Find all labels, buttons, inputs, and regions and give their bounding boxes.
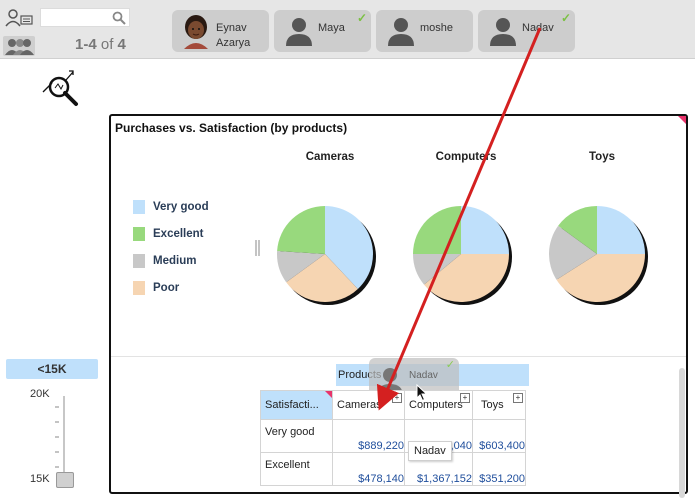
user-chip-eynav[interactable]: Eynav Azarya [172,10,269,52]
column-header-computers[interactable]: Computers + [404,390,473,420]
pager-of: of [100,36,114,53]
legend-item[interactable]: Poor [133,281,179,295]
vertical-scrollbar[interactable] [679,368,685,498]
user-last-name: Azarya [216,37,251,49]
section-divider [111,356,686,357]
checkmark-icon: ✓ [445,359,455,371]
table-cell[interactable]: $603,400 [472,419,526,453]
user-chip-maya[interactable]: Maya ✓ [274,10,371,52]
pie-slice-very-good[interactable] [325,206,373,289]
panel-corner-marker [678,116,686,124]
user-name: Maya [318,22,345,34]
pie-slice-poor[interactable] [286,254,358,302]
slider-top-label: 20K [30,388,50,400]
avatar-photo-icon [184,15,208,49]
pie-slice-very-good[interactable] [597,206,645,254]
checkmark-icon: ✓ [356,11,367,25]
slider-bottom-label: 15K [30,473,50,485]
legend-label: Poor [153,282,180,295]
pie-title-computers: Computers [435,151,497,163]
group-users-icon[interactable] [3,36,35,56]
dragged-user-name: Nadav [409,370,438,381]
column-header-cameras[interactable]: Cameras + [332,390,405,420]
pie-slice-very-good[interactable] [461,206,509,254]
user-list-icon[interactable] [4,8,34,28]
expand-icon[interactable]: + [460,393,470,403]
drag-tooltip: Nadav [408,441,452,461]
legend-swatch [133,254,145,268]
pie-slice-medium[interactable] [549,225,597,280]
column-header-label: Toys [481,399,504,411]
pager-count: 1-4 of 4 [75,36,126,53]
legend-item[interactable]: Very good [133,200,209,214]
pie-title-cameras: Cameras [305,151,355,163]
row-axis-label: Satisfacti... [265,399,319,411]
user-first-name: Eynav [216,22,247,34]
pie-slice-excellent[interactable] [277,206,325,254]
users-toolbar: 1-4 of 4 Eynav Azarya Maya ✓ moshe Nadav [0,0,695,59]
mouse-pointer-icon [416,384,428,402]
row-label: Very good [265,426,315,438]
legend-item[interactable]: Medium [133,254,196,268]
row-label-cell[interactable]: Very good [260,419,333,453]
user-chip-nadav[interactable]: Nadav ✓ [478,10,575,52]
slider-ticks [55,406,59,468]
pie-slice-excellent[interactable] [558,206,597,254]
pager-range: 1-4 [75,36,97,53]
legend-swatch [133,227,145,241]
chart-panel: Purchases vs. Satisfaction (by products)… [109,114,688,498]
pie-slice-excellent[interactable] [413,206,461,254]
range-slider-track[interactable] [63,396,65,481]
user-chip-moshe[interactable]: moshe [376,10,473,52]
search-input[interactable] [43,10,117,26]
pie-chart-computers[interactable] [411,204,517,310]
user-search-box[interactable] [40,8,130,27]
legend-swatch [133,200,145,214]
column-header-toys[interactable]: Toys + [472,390,526,420]
pie-title-toys: Toys [589,151,615,163]
person-icon [388,18,414,46]
user-name: Nadav [522,22,554,34]
analyze-gender-icon[interactable] [40,68,80,108]
range-slider-handle[interactable] [56,472,74,488]
legend-item[interactable]: Excellent [133,227,204,241]
pager-total: 4 [117,36,126,53]
person-icon [286,18,312,46]
table-row: Very good $889,220 $877,040 $603,400 [260,419,526,453]
table-cell[interactable]: $889,220 [332,419,405,453]
pie-chart-cameras[interactable] [275,204,381,310]
search-icon[interactable] [112,11,126,25]
table-row: Excellent $478,140 $1,367,152 $351,200 [260,452,526,486]
pie-slice-medium[interactable] [277,250,325,283]
row-axis-header[interactable]: Satisfacti... [260,390,333,420]
user-name: moshe [420,22,454,34]
table-cell[interactable]: $478,140 [332,452,405,486]
expand-icon[interactable]: + [513,393,523,403]
legend-label: Excellent [153,228,204,241]
row-label: Excellent [265,459,310,471]
pie-chart-toys[interactable] [547,204,653,310]
chart-title: Purchases vs. Satisfaction (by products) [115,121,348,135]
pivot-table: Satisfacti... Cameras + Computers + Toys… [260,390,526,486]
range-filter-chip[interactable]: <15K [6,359,98,379]
header-corner-marker [325,391,332,398]
checkmark-icon: ✓ [560,11,571,25]
legend-swatch [133,281,145,295]
resize-grip-icon[interactable] [255,240,260,256]
column-header-label: Cameras [337,399,382,411]
legend-label: Medium [153,255,197,268]
table-cell[interactable]: $351,200 [472,452,526,486]
row-label-cell[interactable]: Excellent [260,452,333,486]
pie-slice-poor[interactable] [556,254,645,302]
expand-icon[interactable]: + [392,393,402,403]
person-icon [490,18,516,46]
legend-label: Very good [153,201,209,214]
